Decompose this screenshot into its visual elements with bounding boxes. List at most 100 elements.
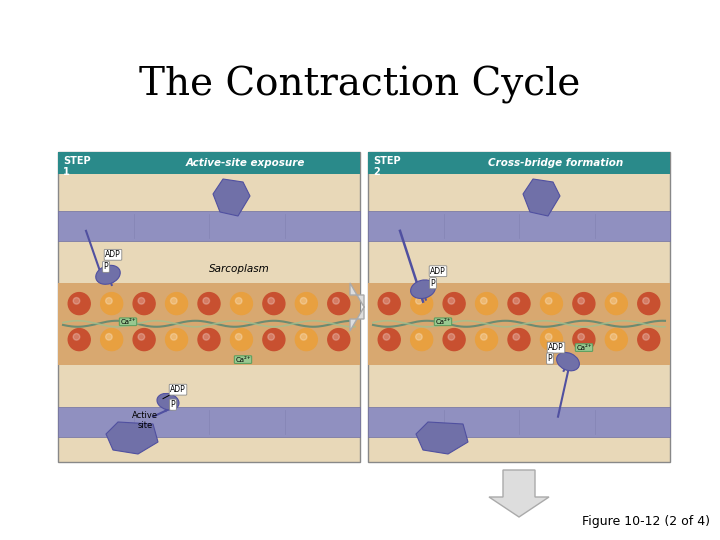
Bar: [58, 283, 360, 365]
Text: Sarcoplasm: Sarcoplasm: [209, 264, 269, 274]
Circle shape: [606, 329, 627, 350]
Circle shape: [545, 334, 552, 340]
Circle shape: [573, 329, 595, 350]
Circle shape: [203, 298, 210, 304]
Polygon shape: [416, 422, 468, 454]
Ellipse shape: [96, 265, 120, 284]
Circle shape: [415, 334, 422, 340]
Circle shape: [410, 293, 433, 315]
Circle shape: [230, 293, 253, 315]
Circle shape: [578, 334, 585, 340]
Circle shape: [300, 334, 307, 340]
Circle shape: [295, 329, 318, 350]
Circle shape: [133, 293, 155, 315]
Circle shape: [138, 334, 145, 340]
Circle shape: [611, 334, 617, 340]
Circle shape: [545, 298, 552, 304]
Text: STEP
1: STEP 1: [63, 156, 91, 177]
Bar: [368, 407, 670, 437]
Text: P: P: [171, 400, 175, 409]
Circle shape: [443, 293, 465, 315]
Circle shape: [171, 298, 177, 304]
Circle shape: [263, 293, 285, 315]
Circle shape: [138, 298, 145, 304]
Circle shape: [513, 298, 520, 304]
Circle shape: [203, 334, 210, 340]
Circle shape: [383, 334, 390, 340]
Circle shape: [643, 334, 649, 340]
Circle shape: [508, 293, 530, 315]
Polygon shape: [489, 470, 549, 517]
Circle shape: [611, 298, 617, 304]
Circle shape: [295, 293, 318, 315]
Circle shape: [475, 329, 498, 350]
Circle shape: [235, 334, 242, 340]
Text: Ca²⁺: Ca²⁺: [435, 319, 451, 325]
Circle shape: [73, 298, 80, 304]
Text: ADP: ADP: [430, 267, 446, 276]
Polygon shape: [523, 179, 560, 216]
Text: Ca²⁺: Ca²⁺: [576, 345, 592, 350]
Circle shape: [410, 329, 433, 350]
Circle shape: [578, 298, 585, 304]
Text: Active
site: Active site: [132, 410, 158, 430]
Circle shape: [268, 334, 274, 340]
Polygon shape: [350, 283, 364, 331]
Bar: [368, 152, 670, 174]
Polygon shape: [213, 179, 250, 216]
Circle shape: [333, 298, 339, 304]
Circle shape: [235, 298, 242, 304]
Circle shape: [328, 329, 350, 350]
Circle shape: [68, 293, 90, 315]
Circle shape: [268, 298, 274, 304]
Text: Ca²⁺: Ca²⁺: [235, 356, 251, 362]
Bar: [368, 283, 670, 365]
Text: The Contraction Cycle: The Contraction Cycle: [139, 66, 581, 104]
Circle shape: [415, 298, 422, 304]
Text: Active-site exposure: Active-site exposure: [186, 158, 305, 168]
Text: ADP: ADP: [548, 343, 564, 352]
Circle shape: [448, 334, 454, 340]
Text: P: P: [431, 279, 436, 288]
Circle shape: [263, 329, 285, 350]
Circle shape: [101, 293, 122, 315]
Circle shape: [68, 329, 90, 350]
Circle shape: [166, 329, 187, 350]
Text: ADP: ADP: [105, 251, 121, 259]
Text: ADP: ADP: [170, 385, 186, 394]
Circle shape: [166, 293, 187, 315]
Circle shape: [638, 329, 660, 350]
Text: Figure 10-12 (2 of 4): Figure 10-12 (2 of 4): [582, 515, 710, 528]
Ellipse shape: [157, 394, 179, 410]
Circle shape: [230, 329, 253, 350]
Circle shape: [378, 329, 400, 350]
Circle shape: [198, 329, 220, 350]
Circle shape: [573, 293, 595, 315]
Polygon shape: [106, 422, 158, 454]
Circle shape: [475, 293, 498, 315]
Circle shape: [73, 334, 80, 340]
Circle shape: [101, 329, 122, 350]
Ellipse shape: [557, 353, 580, 371]
Text: Cross-bridge formation: Cross-bridge formation: [487, 158, 623, 168]
Circle shape: [448, 298, 454, 304]
Circle shape: [198, 293, 220, 315]
Circle shape: [606, 293, 627, 315]
Text: Ca²⁺: Ca²⁺: [120, 319, 136, 325]
Circle shape: [643, 298, 649, 304]
Circle shape: [383, 298, 390, 304]
Bar: [58, 211, 360, 241]
Bar: [58, 152, 360, 174]
Text: P: P: [104, 262, 108, 271]
Circle shape: [541, 329, 562, 350]
Circle shape: [513, 334, 520, 340]
Circle shape: [328, 293, 350, 315]
Circle shape: [443, 329, 465, 350]
Circle shape: [480, 298, 487, 304]
Circle shape: [133, 329, 155, 350]
Ellipse shape: [410, 280, 436, 299]
Bar: [368, 152, 670, 462]
Circle shape: [508, 329, 530, 350]
Text: STEP
2: STEP 2: [373, 156, 400, 177]
Circle shape: [638, 293, 660, 315]
